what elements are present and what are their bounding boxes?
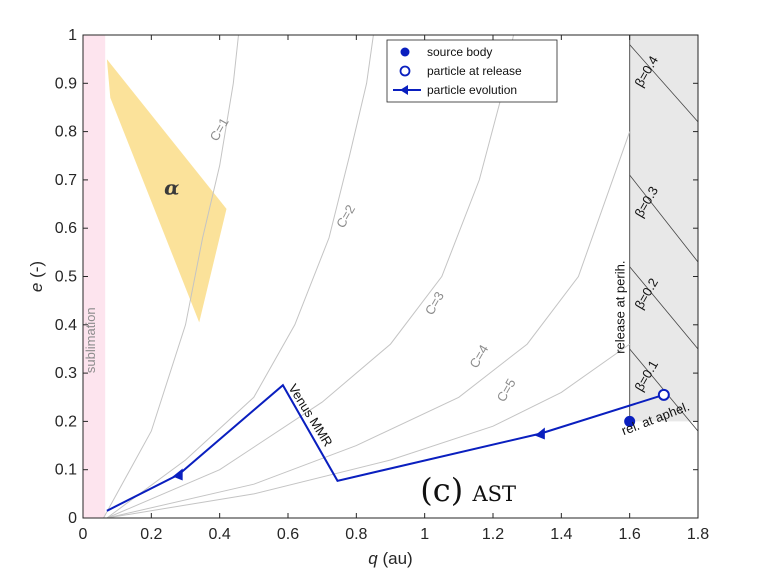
legend-label-evolution: particle evolution [427, 83, 517, 97]
y-tick-label: 0.1 [55, 462, 77, 479]
particle-release-marker [657, 388, 670, 401]
x-tick-label: 0.8 [345, 526, 367, 543]
legend-marker-source-body [400, 47, 410, 57]
c-curve-1 [103, 34, 239, 519]
y-tick-label: 0.2 [55, 413, 77, 430]
y-tick-label: 0.9 [55, 75, 77, 92]
legend-label-particle-release: particle at release [427, 64, 522, 78]
evolution-arrow-2 [534, 427, 545, 440]
x-tick-label: 0.4 [209, 526, 231, 543]
series-layer [106, 383, 670, 512]
x-tick-label: 1.4 [550, 526, 572, 543]
sublimation-band [83, 35, 106, 518]
y-tick-label: 1 [68, 27, 77, 44]
x-axis-label: q (au) [368, 549, 412, 568]
plot-background [83, 35, 698, 518]
axes-layer: 0 0.2 0.4 0.6 0.8 1 1.2 1.4 1.6 1.8 0 0.1 0.2 0.3 0.4 0… [27, 27, 709, 568]
regions-layer [83, 35, 698, 518]
beta-line-4 [629, 44, 699, 123]
x-tick-label: 1.6 [619, 526, 641, 543]
y-tick-label: 0 [68, 510, 77, 527]
legend-box [386, 39, 558, 103]
release-region [629, 35, 698, 422]
c-curve-3 [106, 34, 514, 519]
x-tick-label: 1 [420, 526, 429, 543]
c-curve-4 [106, 131, 631, 519]
y-tick-label: 0.7 [55, 172, 77, 189]
y-tick-label: 0.6 [55, 220, 77, 237]
c-curves-layer [103, 34, 631, 519]
legend-marker-particle-release [399, 65, 411, 77]
evolution-line [106, 383, 665, 512]
legend-arrow-evolution [400, 85, 408, 95]
y-axis-label: e (-) [27, 261, 46, 292]
beta-line-3 [629, 174, 699, 263]
release-perihelion-label: release at perih. [613, 261, 628, 354]
alpha-region [106, 59, 227, 323]
legend-label-source-body: source body [427, 45, 492, 59]
alpha-label: α [164, 175, 179, 199]
legend: source body particle at release particle e… [386, 39, 558, 103]
y-tick-label: 0.8 [55, 124, 77, 141]
x-tick-label: 1.8 [687, 526, 709, 543]
panel-label: (c) [420, 471, 463, 509]
y-tick-label: 0.5 [55, 269, 77, 286]
c-curve-2 [106, 34, 374, 519]
x-tick-label: 0.2 [140, 526, 162, 543]
beta-line-2 [629, 266, 699, 350]
c-curve-5 [106, 343, 630, 519]
y-axis-unit: (-) [27, 261, 46, 283]
y-tick-label: 0.4 [55, 317, 77, 334]
x-axis-unit: (au) [378, 549, 413, 568]
evolution-arrow-1 [172, 468, 183, 481]
x-tick-label: 0.6 [277, 526, 299, 543]
source-body-marker [624, 415, 636, 427]
y-axis-var: e [27, 283, 46, 292]
panel-sublabel: AST [472, 482, 517, 506]
x-axis-var: q [368, 549, 378, 568]
sublimation-label: sublimation [83, 307, 98, 373]
y-tick-label: 0.3 [55, 365, 77, 382]
x-tick-label: 0 [79, 526, 88, 543]
x-tick-label: 1.2 [482, 526, 504, 543]
